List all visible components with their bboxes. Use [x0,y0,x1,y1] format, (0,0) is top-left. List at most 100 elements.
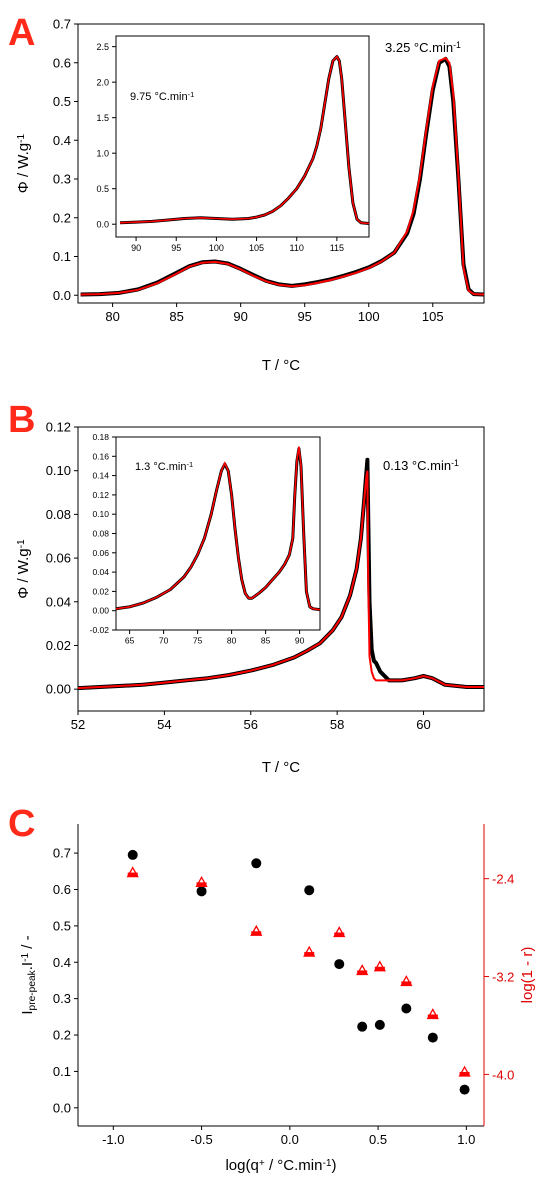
x-tick-label: 115 [330,243,344,253]
series-group [80,56,484,297]
y-tick-label: 0.16 [92,451,109,461]
chart-layer: 80 85 90 95 100 105 0.0 0.1 0.2 0.3 0.4 0.5 0.6 0.7 T … [15,17,536,1174]
y-tick-label: 0.04 [92,567,109,577]
data-point-triangle-fill [196,882,207,887]
plot-frame [115,436,321,631]
x-tick-label: 70 [159,636,169,646]
y-tick-label: 0.1 [53,1064,71,1079]
x-tick-label: -1.0 [102,1132,124,1147]
series-group [78,457,484,691]
y-tick-label: 0.12 [46,420,71,435]
x-tick-label: 65 [125,636,135,646]
x-tick-label: 56 [244,717,258,732]
data-point-triangle-fill [251,931,262,936]
data-point-circle [334,959,345,970]
y-tick-label: 0.0 [53,288,71,303]
x-tick-label: 1.0 [457,1132,475,1147]
y-axis-label: Φ / W.g-1 [15,133,32,193]
x-tick-label: 0.5 [369,1132,387,1147]
x-tick-label: 90 [295,636,305,646]
y-tick-label: 2.0 [96,77,109,87]
y2-tick-label: -3.2 [492,970,514,985]
y-tick-label: 0.2 [53,210,71,225]
data-point-circle [459,1084,470,1095]
y2-tick-label: -2.4 [492,872,514,887]
y-tick-label: 1.0 [96,148,109,158]
rate-annotation: 9.75 °C.min-1 [130,90,194,103]
y-tick-label: -0.02 [90,625,110,635]
x-tick-label: 0.0 [281,1132,299,1147]
y-tick-label: 0.0 [96,219,109,229]
x-tick-label: 75 [193,636,203,646]
y-tick-label: 0.14 [92,471,109,481]
y-tick-label: 0.4 [53,955,71,970]
data-point-triangle-fill [459,1071,470,1076]
y2-tick-label: -4.0 [492,1067,514,1082]
y-tick-label: 0.18 [92,432,109,442]
y-tick-label: 0.5 [53,918,71,933]
x-tick-label: 80 [227,636,237,646]
data-point-circle [196,886,207,897]
y-tick-label: 0.08 [92,528,109,538]
rate-annotation: 3.25 °C.min-1 [385,40,461,55]
x-tick-label: 58 [330,717,344,732]
x-tick-label: 100 [209,243,224,253]
x-tick-label: 95 [171,243,181,253]
y-tick-label: 0.06 [46,551,71,566]
y-tick-label: 2.5 [96,42,109,52]
x-axis-label: T / °C [262,357,300,374]
y-tick-label: 0.00 [46,682,71,697]
x-tick-label: 90 [233,309,247,324]
x-tick-label: 54 [157,717,171,732]
data-point-triangle-fill [334,932,345,937]
y-tick-label: 0.08 [46,507,71,522]
plot-frame [115,35,370,238]
y-tick-label: 0.10 [46,463,71,478]
y-tick-label: 0.3 [53,991,71,1006]
y-tick-label: 0.04 [46,594,71,609]
data-point-triangle-fill [357,970,368,975]
x-tick-label: 100 [358,309,380,324]
x-axis-label: T / °C [262,759,300,776]
data-point-circle [304,885,315,896]
x-tick-label: 60 [416,717,430,732]
chart-a-inset: 90 95 100 105 110 115 0.0 0.5 1.0 1.5 2.0 2.5 9.75 °… [96,35,370,253]
y-tick-label: 0.1 [53,249,71,264]
x-tick-label: 85 [261,636,271,646]
data-point-triangle-fill [374,966,385,971]
y-axis-label: Φ / W.g-1 [15,539,32,599]
y-tick-label: 0.06 [92,548,109,558]
y-tick-label: 0.00 [92,606,109,616]
series-line-red [78,470,484,690]
x-axis-label: log(q+ / °C.min-1) [225,1157,336,1174]
data-point-circle [401,1003,412,1014]
x-tick-label: 85 [169,309,183,324]
x-tick-label: 105 [422,309,444,324]
panel-letter-a: A [8,12,35,54]
rate-annotation: 0.13 °C.min-1 [383,458,459,473]
y-tick-label: 0.5 [96,184,109,194]
y2-axis-label: log(1 - r) [519,947,536,1004]
chart-b-inset: 65 70 75 80 85 90 -0.02 0.00 0.02 0.04 0.06 0.08 0.1… [90,432,321,646]
data-point-circle [127,849,138,860]
y-tick-label: 0.7 [53,17,71,32]
chart-c: -1.0 -0.5 0.0 0.5 1.0 0.0 0.1 0.2 0.3 0.4 0.5 0.6 0.… [19,824,536,1174]
data-point-circle [374,1019,385,1030]
data-point-circle [427,1032,438,1043]
y-tick-label: 0.6 [53,55,71,70]
y-tick-label: 0.0 [53,1100,71,1115]
data-point-circle [357,1021,368,1032]
data-point-triangle-fill [304,952,315,957]
y-tick-label: 0.3 [53,172,71,187]
series-line-red [119,55,369,225]
x-tick-label: 80 [105,309,119,324]
y-tick-label: 0.5 [53,94,71,109]
series-line-red [80,56,484,296]
y-tick-label: 0.7 [53,846,71,861]
y-tick-label: 0.10 [92,509,109,519]
rate-annotation: 1.3 °C.min-1 [135,460,193,473]
y-tick-label: 0.6 [53,882,71,897]
y-tick-label: 0.12 [92,490,109,500]
y-tick-label: 0.02 [46,638,71,653]
